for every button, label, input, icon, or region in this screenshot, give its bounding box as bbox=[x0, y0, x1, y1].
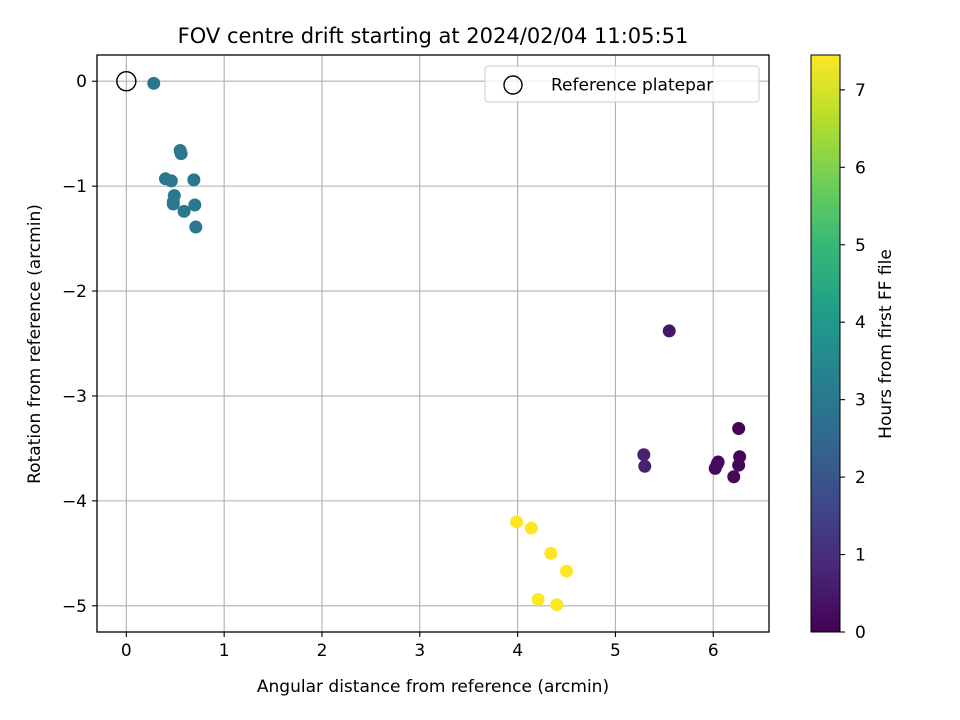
data-point bbox=[188, 198, 202, 212]
data-point bbox=[732, 458, 746, 472]
x-tick-label: 0 bbox=[121, 641, 132, 661]
legend: Reference platepar bbox=[484, 65, 760, 103]
legend-reference-marker bbox=[503, 75, 523, 95]
data-point bbox=[727, 470, 741, 484]
y-tick-label: −1 bbox=[62, 177, 87, 197]
data-point bbox=[637, 448, 651, 462]
colorbar-tick-label: 7 bbox=[855, 81, 866, 101]
y-tick-label: −2 bbox=[62, 282, 87, 302]
colorbar-tick-label: 5 bbox=[855, 236, 866, 256]
data-point bbox=[708, 461, 722, 475]
legend-box bbox=[484, 65, 760, 103]
colorbar-gradient bbox=[810, 54, 841, 633]
data-point bbox=[166, 197, 180, 211]
y-tick-label: −5 bbox=[62, 597, 87, 617]
y-tick-label: −3 bbox=[62, 387, 87, 407]
legend-entry-label: Reference platepar bbox=[551, 76, 713, 96]
data-point bbox=[177, 204, 191, 218]
reference-platepar-marker bbox=[116, 71, 137, 92]
x-tick-label: 1 bbox=[219, 641, 230, 661]
data-point bbox=[164, 174, 178, 188]
colorbar-ticks: 0 1 2 3 4 5 6 7 bbox=[840, 81, 866, 643]
y-tick-label: −4 bbox=[62, 492, 87, 512]
y-tick-label: 0 bbox=[76, 72, 87, 92]
data-point bbox=[638, 459, 652, 473]
colorbar-tick-label: 1 bbox=[855, 546, 866, 566]
x-tick-label: 2 bbox=[317, 641, 328, 661]
data-point bbox=[187, 173, 201, 187]
data-point bbox=[147, 76, 161, 90]
reference-marker-group bbox=[116, 71, 137, 92]
data-point bbox=[732, 421, 746, 435]
colorbar-tick-label: 4 bbox=[855, 313, 866, 333]
data-point bbox=[662, 324, 676, 338]
colorbar-label: Hours from first FF file bbox=[876, 249, 896, 439]
data-point bbox=[550, 598, 564, 612]
colorbar-tick-label: 2 bbox=[855, 468, 866, 488]
x-tick-label: 6 bbox=[708, 641, 719, 661]
colorbar-tick-label: 6 bbox=[855, 158, 866, 178]
x-tick-label: 4 bbox=[512, 641, 523, 661]
data-point bbox=[531, 592, 545, 606]
y-axis-ticks: 0 −1 −2 −3 −4 −5 bbox=[62, 72, 97, 617]
colorbar: 0 1 2 3 4 5 6 7 Hours from first FF file bbox=[810, 54, 896, 643]
data-point bbox=[510, 515, 524, 529]
data-point bbox=[560, 564, 574, 578]
x-tick-label: 3 bbox=[414, 641, 425, 661]
data-point bbox=[524, 521, 538, 535]
x-axis-label: Angular distance from reference (arcmin) bbox=[257, 677, 609, 697]
data-point bbox=[189, 220, 203, 234]
data-points bbox=[147, 76, 747, 612]
chart-title: FOV centre drift starting at 2024/02/04 … bbox=[178, 24, 689, 48]
plot-area-frame bbox=[96, 54, 770, 633]
colorbar-tick-label: 3 bbox=[855, 391, 866, 411]
x-axis-ticks: 0 1 2 3 4 5 6 bbox=[121, 632, 719, 661]
data-point bbox=[544, 546, 558, 560]
grid-lines bbox=[97, 55, 769, 632]
data-point bbox=[174, 147, 188, 161]
colorbar-tick-label: 0 bbox=[855, 623, 866, 643]
y-axis-label: Rotation from reference (arcmin) bbox=[25, 204, 45, 484]
x-tick-label: 5 bbox=[610, 641, 621, 661]
